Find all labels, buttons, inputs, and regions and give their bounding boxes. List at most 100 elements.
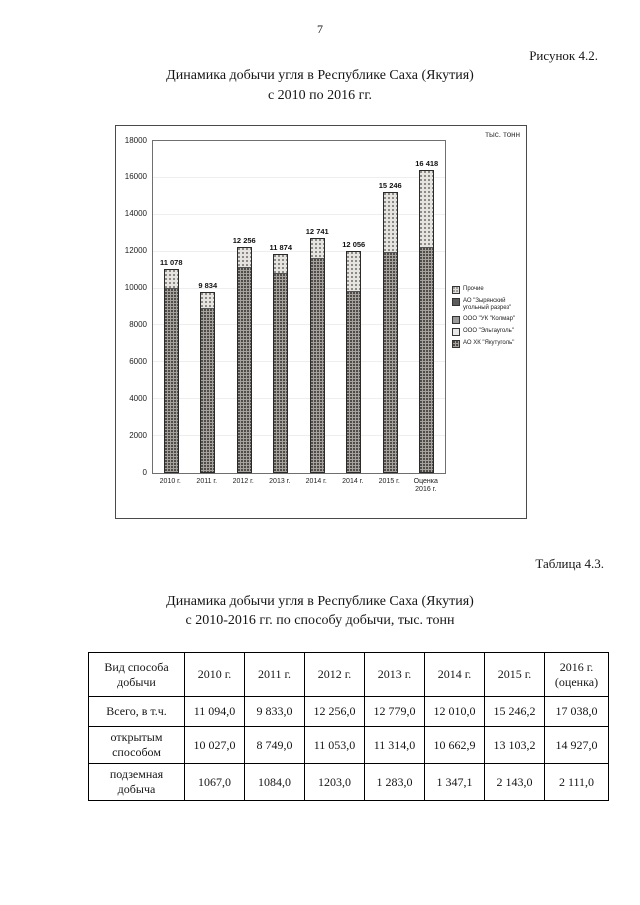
table-cell: 1 283,0 — [364, 763, 425, 801]
page-number: 7 — [317, 22, 323, 36]
table-cell: 11 053,0 — [304, 726, 365, 764]
bar-segment-main — [383, 253, 397, 472]
y-axis-tick-label: 14000 — [124, 209, 147, 219]
figure-title-line1: Динамика добычи угля в Республике Саха (… — [166, 68, 474, 83]
gridline — [153, 435, 445, 437]
chart-x-axis: 2010 г. 2011 г. 2012 г. 2013 г. 2014 г. 2014 … — [152, 476, 444, 510]
bar-value-label: 12 056 — [342, 239, 366, 249]
table-header-cell: 2013 г. — [364, 652, 425, 697]
legend-item: АО ХК "Якутуголь" — [452, 340, 522, 348]
table-cell: 1067,0 — [184, 763, 245, 801]
stacked-bar — [419, 170, 435, 473]
legend-item: Прочие — [452, 286, 522, 294]
bar-segment-main — [347, 292, 361, 472]
legend-item: ООО "Эльгауголь" — [452, 328, 522, 336]
table-header-cell: 2016 г. (оценка) — [544, 652, 609, 697]
x-axis-tick-label: 2012 г. — [232, 478, 254, 485]
table-title-line2: с 2010-2016 гг. по способу добычи, тыс. … — [185, 613, 455, 628]
table-header-row: Вид способа добычи 2010 г. 2011 г. 2012 г. 2… — [88, 652, 609, 697]
bar-segment-main — [420, 247, 434, 472]
gridline — [153, 324, 445, 326]
table-header-cell: Вид способа добычи — [88, 652, 185, 697]
table-body: Всего, в т.ч. 11 094,0 9 833,0 12 256,0 12 7… — [88, 696, 609, 801]
table-cell: 2 143,0 — [484, 763, 545, 801]
bar-value-label: 9 834 — [198, 280, 218, 290]
gridline — [153, 361, 445, 363]
table-cell: 15 246,2 — [484, 696, 545, 727]
bar-value-label: 16 418 — [415, 159, 439, 169]
bar-slot: 11 078 — [153, 141, 190, 473]
x-axis-tick-label: 2015 г. — [378, 478, 400, 485]
figure-caption: Рисунок 4.2. — [529, 48, 598, 63]
table-cell: 10 662,9 — [424, 726, 485, 764]
bar-value-label: 15 246 — [378, 180, 402, 190]
bar-segment-upper — [274, 255, 288, 274]
table-row-label: открытым способом — [88, 726, 185, 764]
bar-slot: 12 256 — [226, 141, 263, 473]
bar-value-label: 12 256 — [232, 235, 256, 245]
legend-swatch-icon — [452, 298, 460, 306]
figure-title: Динамика добычи угля в Республике Саха (… — [0, 66, 640, 106]
legend-item: АО "Зырянский угольный разрез" — [452, 298, 522, 312]
y-axis-tick-label: 4000 — [129, 393, 147, 403]
bar-segment-upper — [347, 251, 361, 293]
chart-unit-label: тыс. тонн — [485, 130, 520, 139]
stacked-bar — [346, 250, 362, 473]
bar-segment-main — [274, 273, 288, 472]
table-header-cell: 2010 г. — [184, 652, 245, 697]
y-axis-tick-label: 2000 — [129, 430, 147, 440]
bar-segment-upper — [310, 239, 324, 260]
chart-y-axis: 0 2000 4000 6000 8000 10000 12000 14000 16000 180… — [116, 126, 149, 518]
stacked-bar — [200, 291, 216, 473]
bar-slot: 11 874 — [263, 141, 300, 473]
bar-slot: 16 418 — [409, 141, 446, 473]
bar-segment-upper — [420, 171, 434, 248]
bar-segment-upper — [383, 192, 397, 254]
table-header-cell: 2012 г. — [304, 652, 365, 697]
stacked-bar — [273, 254, 289, 473]
stacked-bar — [236, 246, 252, 473]
legend-swatch-icon — [452, 316, 460, 324]
table-title: Динамика добычи угля в Республике Саха (… — [0, 592, 640, 630]
stacked-bar — [309, 238, 325, 473]
stacked-bar — [163, 268, 179, 473]
table-cell: 12 010,0 — [424, 696, 485, 727]
y-axis-tick-label: 0 — [142, 467, 147, 477]
legend-swatch-icon — [452, 328, 460, 336]
table-header-cell: 2011 г. — [244, 652, 305, 697]
x-axis-tick-label: Оценка 2016 г. — [413, 478, 438, 493]
table-cell: 9 833,0 — [244, 696, 305, 727]
table-caption: Таблица 4.3. — [535, 556, 604, 571]
table-cell: 17 038,0 — [544, 696, 609, 727]
y-axis-tick-label: 18000 — [124, 135, 147, 145]
legend-swatch-icon — [452, 340, 460, 348]
chart-plot-area: 11 078 9 834 12 256 11 874 12 741 12 056 15 24… — [152, 140, 446, 474]
table-cell: 1 347,1 — [424, 763, 485, 801]
x-axis-tick-label: 2014 г. — [305, 478, 327, 485]
table-cell: 1084,0 — [244, 763, 305, 801]
table-cell: 10 027,0 — [184, 726, 245, 764]
bar-segment-upper — [164, 269, 178, 289]
figure-title-line2: с 2010 по 2016 гг. — [267, 88, 373, 103]
legend-label: Прочие — [463, 286, 484, 292]
coal-production-chart: тыс. тонн 0 2000 4000 6000 8000 10000 12000 140… — [115, 125, 527, 519]
bar-segment-main — [310, 259, 324, 472]
legend-swatch-icon — [452, 286, 460, 294]
gridline — [153, 287, 445, 289]
table-cell: 13 103,2 — [484, 726, 545, 764]
gridline — [153, 250, 445, 252]
y-axis-tick-label: 12000 — [124, 246, 147, 256]
bar-segment-main — [201, 308, 215, 472]
table-cell: 1203,0 — [304, 763, 365, 801]
gridline — [153, 398, 445, 400]
table-cell: 2 111,0 — [544, 763, 609, 801]
bar-segment-main — [164, 288, 178, 472]
stacked-bar — [382, 191, 398, 473]
bar-segment-upper — [237, 247, 251, 269]
table-row: открытым способом 10 027,0 8 749,0 11 053,0… — [88, 726, 609, 764]
bar-slot: 15 246 — [372, 141, 409, 473]
legend-label: ООО "Эльгауголь" — [463, 328, 514, 334]
x-axis-tick-label: 2011 г. — [196, 478, 218, 485]
table-row: подземная добыча 1067,0 1084,0 1203,0 1 283,… — [88, 763, 609, 801]
table-cell: 12 779,0 — [364, 696, 425, 727]
